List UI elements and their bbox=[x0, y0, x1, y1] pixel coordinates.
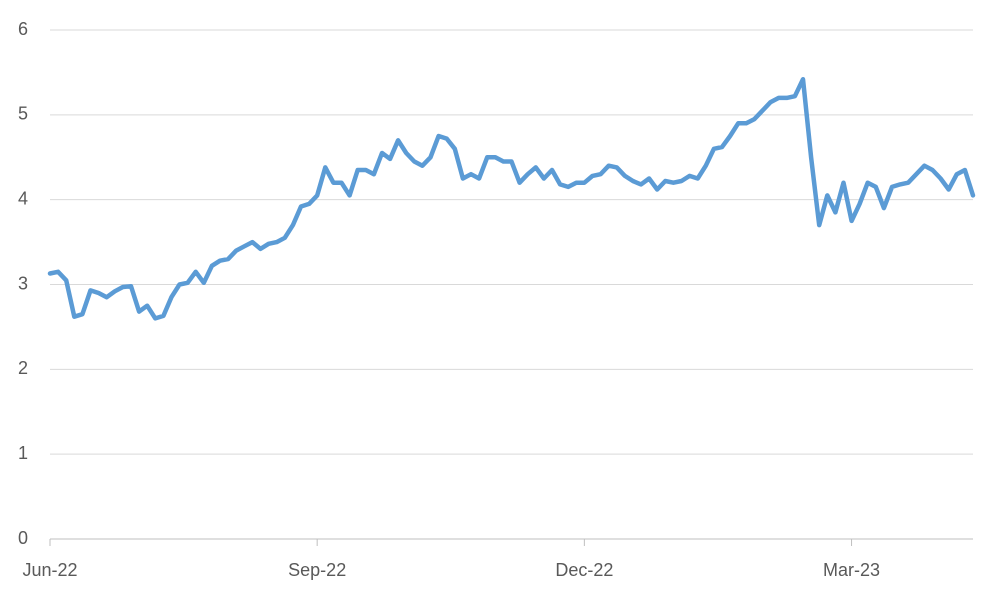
line-series bbox=[47, 76, 976, 321]
y-tick-label: 6 bbox=[18, 19, 28, 39]
x-tick-label: Mar-23 bbox=[823, 560, 880, 580]
x-tick-label: Jun-22 bbox=[22, 560, 77, 580]
y-tick-label: 2 bbox=[18, 358, 28, 378]
y-tick-label: 0 bbox=[18, 528, 28, 548]
y-tick-label: 3 bbox=[18, 273, 28, 293]
x-tick-label: Dec-22 bbox=[555, 560, 613, 580]
y-tick-label: 5 bbox=[18, 104, 28, 124]
y-tick-label: 4 bbox=[18, 188, 28, 208]
y-tick-label: 1 bbox=[18, 443, 28, 463]
x-tick-label: Sep-22 bbox=[288, 560, 346, 580]
